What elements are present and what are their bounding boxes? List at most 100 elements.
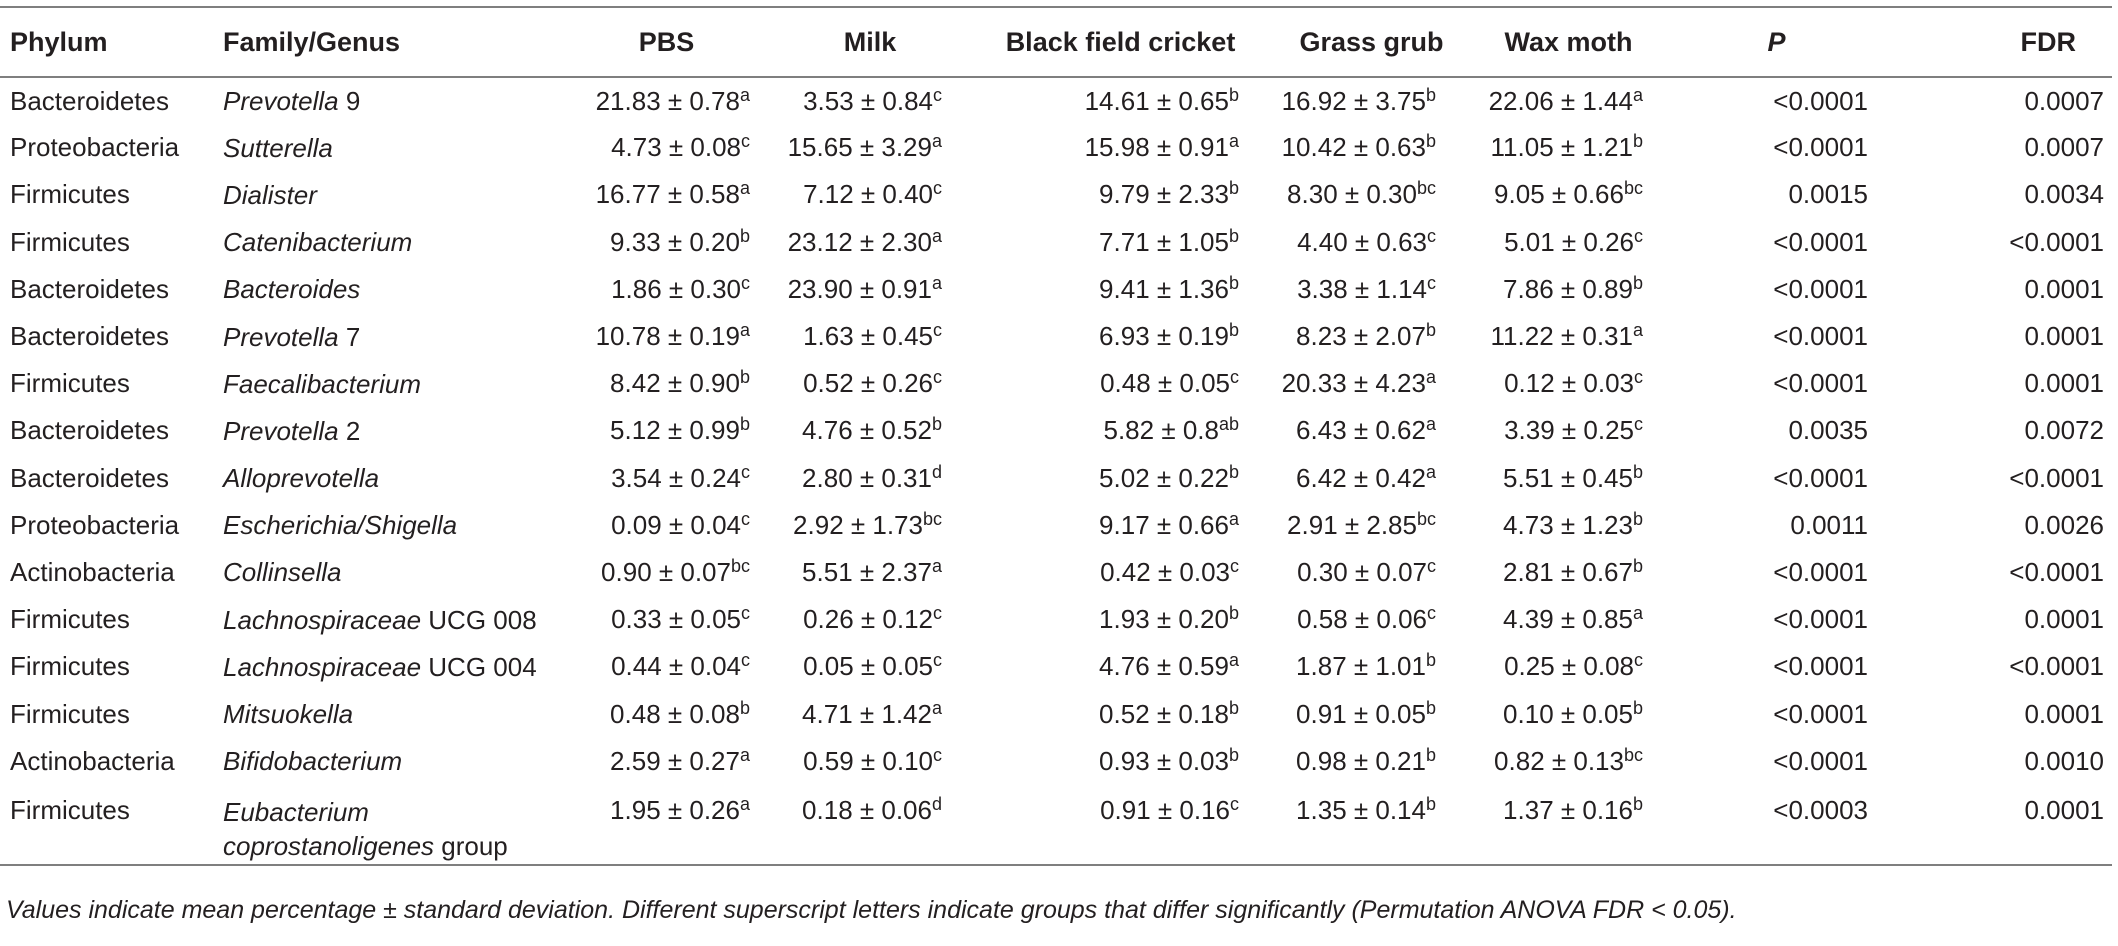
value-cell-pbs: 4.73 ± 0.08c [563, 124, 770, 171]
mean-sd-value: 0.25 ± 0.08 [1504, 651, 1634, 682]
p-value-cell: 0.0015 [1788, 179, 1868, 210]
mean-sd-value: 8.42 ± 0.90 [610, 368, 740, 399]
genus-cell: Prevotella 9 [213, 77, 563, 124]
p-value-cell: <0.0001 [1773, 462, 1868, 493]
significance-letter: c [741, 131, 750, 152]
significance-letter: c [1230, 793, 1239, 814]
significance-letter: c [933, 744, 942, 765]
significance-letter: b [1228, 320, 1239, 341]
mean-sd-value: 0.48 ± 0.08 [610, 698, 740, 729]
p-value-cell: <0.0001 [1773, 698, 1868, 729]
value-cell-bfc: 0.93 ± 0.03b [970, 738, 1271, 785]
mean-sd-value: 21.83 ± 0.78 [595, 85, 740, 116]
value-cell-bfc: 6.93 ± 0.19b [970, 313, 1271, 360]
significance-letter: a [739, 793, 750, 814]
mean-sd-value: 3.54 ± 0.24 [611, 462, 741, 493]
table-header: Phylum Family/Genus PBS Milk Black field… [0, 7, 2112, 77]
value-cell-bfc: 1.93 ± 0.20b [970, 596, 1271, 643]
header-fdr: FDR [2020, 26, 2077, 57]
mean-sd-value: 0.91 ± 0.05 [1296, 698, 1426, 729]
genus-name-italic: Escherichia/Shigella [223, 510, 458, 541]
significance-letter: bc [1623, 744, 1643, 765]
value-cell-wm: 0.10 ± 0.05b [1472, 690, 1665, 737]
phylum-cell: Proteobacteria [10, 132, 180, 163]
phylum-cell: Bacteroidetes [10, 321, 169, 352]
value-cell-bfc: 14.61 ± 0.65b [970, 77, 1271, 124]
value-cell-milk: 23.12 ± 2.30a [770, 219, 970, 266]
mean-sd-value: 1.35 ± 0.14 [1296, 794, 1426, 825]
p-value-cell: <0.0001 [1773, 556, 1868, 587]
mean-sd-value: 1.93 ± 0.20 [1099, 604, 1229, 635]
mean-sd-value: 1.95 ± 0.26 [610, 794, 740, 825]
significance-letter: c [741, 603, 750, 624]
significance-letter: b [739, 225, 750, 246]
mean-sd-value: 0.59 ± 0.10 [803, 745, 933, 776]
fdr-cell: <0.0001 [2009, 651, 2104, 682]
value-cell-gg: 6.42 ± 0.42a [1271, 455, 1472, 502]
genus-name-italic: Dialister [223, 179, 317, 210]
mean-sd-value: 3.38 ± 1.14 [1297, 273, 1427, 304]
value-cell-pbs: 0.09 ± 0.04c [563, 502, 770, 549]
value-cell-milk: 7.12 ± 0.40c [770, 171, 970, 218]
mean-sd-value: 0.30 ± 0.07 [1297, 556, 1427, 587]
significance-letter: c [933, 84, 942, 105]
mean-sd-value: 0.42 ± 0.03 [1100, 556, 1230, 587]
fdr-cell: 0.0034 [2024, 179, 2104, 210]
significance-letter: bc [730, 555, 750, 576]
value-cell-gg: 8.30 ± 0.30bc [1271, 171, 1472, 218]
genus-name-italic: Bacteroides [223, 274, 361, 305]
fdr-cell: 0.0001 [2024, 604, 2104, 635]
mean-sd-value: 10.42 ± 0.63 [1281, 132, 1426, 163]
significance-letter: b [1425, 744, 1436, 765]
value-cell-milk: 0.18 ± 0.06d [770, 785, 970, 865]
genus-cell: Escherichia/Shigella [213, 502, 563, 549]
mean-sd-value: 15.98 ± 0.91 [1084, 132, 1229, 163]
value-cell-gg: 0.98 ± 0.21b [1271, 738, 1472, 785]
mean-sd-value: 1.86 ± 0.30 [611, 273, 741, 304]
value-cell-wm: 11.22 ± 0.31a [1472, 313, 1665, 360]
genus-name-italic: Bifidobacterium [223, 746, 403, 777]
significance-letter: c [933, 178, 942, 199]
significance-letter: b [1632, 793, 1643, 814]
header-black-field-cricket: Black field cricket [1005, 26, 1236, 57]
table-row: Bacteroidetes Prevotella 2 5.12 ± 0.99b 4.7… [0, 407, 2112, 454]
fdr-cell: 0.0001 [2024, 794, 2104, 825]
mean-sd-value: 1.37 ± 0.16 [1503, 794, 1633, 825]
mean-sd-value: 16.92 ± 3.75 [1281, 85, 1426, 116]
value-cell-gg: 1.35 ± 0.14b [1271, 785, 1472, 865]
mean-sd-value: 5.51 ± 0.45 [1503, 462, 1633, 493]
mean-sd-value: 7.12 ± 0.40 [803, 179, 933, 210]
fdr-cell: 0.0007 [2024, 85, 2104, 116]
mean-sd-value: 8.23 ± 2.07 [1296, 321, 1426, 352]
mean-sd-value: 6.43 ± 0.62 [1296, 415, 1426, 446]
significance-letter: b [1228, 84, 1239, 105]
significance-letter: c [1427, 272, 1436, 293]
value-cell-wm: 4.73 ± 1.23b [1472, 502, 1665, 549]
table-footnote: Values indicate mean percentage ± standa… [6, 896, 1737, 924]
fdr-cell: 0.0010 [2024, 745, 2104, 776]
value-cell-gg: 3.38 ± 1.14c [1271, 266, 1472, 313]
table-row: Firmicutes Catenibacterium 9.33 ± 0.20b 23.… [0, 219, 2112, 266]
genus-name-italic: Alloprevotella [223, 463, 380, 494]
value-cell-wm: 0.25 ± 0.08c [1472, 643, 1665, 690]
p-value-cell: <0.0001 [1773, 604, 1868, 635]
mean-sd-value: 23.90 ± 0.91 [787, 273, 932, 304]
value-cell-pbs: 10.78 ± 0.19a [563, 313, 770, 360]
fdr-cell: <0.0001 [2009, 556, 2104, 587]
value-cell-pbs: 1.95 ± 0.26a [563, 785, 770, 865]
header-wax-moth: Wax moth [1504, 26, 1633, 57]
significance-letter: b [1425, 793, 1436, 814]
mean-sd-value: 4.73 ± 0.08 [611, 132, 741, 163]
significance-letter: a [931, 225, 942, 246]
significance-letter: b [1425, 84, 1436, 105]
mean-sd-value: 3.39 ± 0.25 [1504, 415, 1634, 446]
value-cell-pbs: 3.54 ± 0.24c [563, 455, 770, 502]
phylum-cell: Firmicutes [10, 179, 130, 210]
mean-sd-value: 4.39 ± 0.85 [1503, 604, 1633, 635]
table-row: Firmicutes Dialister 16.77 ± 0.58a 7.12 ± 0… [0, 171, 2112, 218]
header-family-genus: Family/Genus [223, 26, 401, 57]
significance-letter: c [741, 650, 750, 671]
mean-sd-value: 4.76 ± 0.59 [1099, 651, 1229, 682]
header-grass-grub: Grass grub [1299, 26, 1444, 57]
